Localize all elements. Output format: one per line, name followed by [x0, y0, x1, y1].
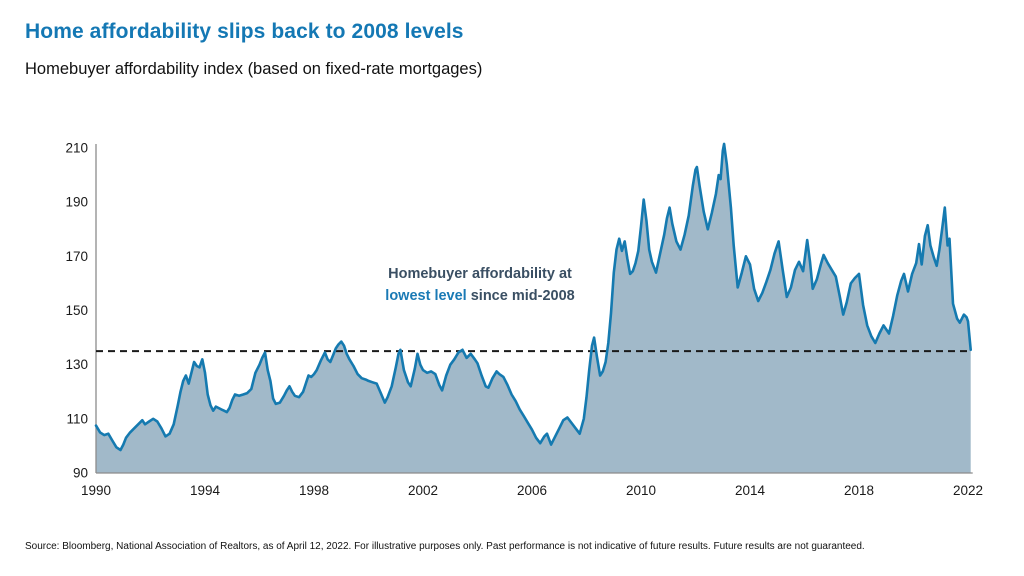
- x-tick-label: 2010: [626, 483, 656, 498]
- x-tick-label: 2014: [735, 483, 766, 498]
- series-line: [94, 142, 972, 452]
- page-title: Home affordability slips back to 2008 le…: [25, 20, 464, 43]
- y-tick-label: 210: [65, 141, 88, 156]
- y-tick-label: 90: [73, 466, 88, 481]
- y-tick-label: 170: [65, 249, 88, 264]
- x-tick-label: 2018: [844, 483, 874, 498]
- source-note: Source: Bloomberg, National Association …: [25, 541, 865, 552]
- x-tick-label: 1998: [299, 483, 329, 498]
- x-tick-label: 1990: [81, 483, 111, 498]
- chart-subtitle: Homebuyer affordability index (based on …: [25, 60, 483, 78]
- x-tick-label: 2022: [953, 483, 983, 498]
- annotation-line1: Homebuyer affordability at: [388, 266, 572, 282]
- y-tick-label: 130: [65, 357, 88, 372]
- x-tick-label: 2002: [408, 483, 438, 498]
- y-tick-label: 150: [65, 303, 88, 318]
- chart-annotation: Homebuyer affordability at lowest level …: [352, 264, 608, 308]
- annotation-line2-rest: since mid-2008: [466, 287, 575, 304]
- y-tick-label: 110: [66, 411, 88, 426]
- annotation-highlight: lowest level: [385, 287, 467, 304]
- y-tick-label: 190: [65, 195, 88, 210]
- series-area-fill: [96, 143, 971, 473]
- x-tick-label: 1994: [190, 483, 221, 498]
- x-tick-label: 2006: [517, 483, 547, 498]
